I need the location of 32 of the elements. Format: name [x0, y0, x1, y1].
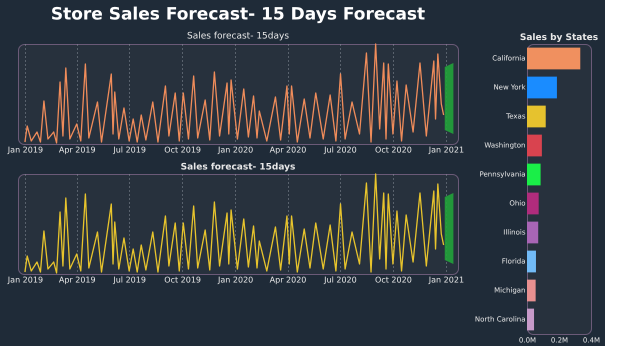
- x-tick-label: Jan 2021: [428, 276, 464, 284]
- bar: [527, 222, 538, 244]
- bar: [527, 164, 541, 186]
- x-tick-label: Apr 2020: [270, 146, 306, 154]
- x-tick-label: Oct 2020: [375, 276, 412, 284]
- x-tick-label: Jan 2019: [6, 276, 44, 284]
- bar: [527, 280, 536, 302]
- x-tick-label: Jul 2019: [112, 146, 146, 154]
- x-tick-label: Jan 2019: [6, 146, 44, 154]
- bar: [527, 48, 580, 70]
- x-tick-label: Apr 2020: [270, 276, 306, 284]
- bar: [527, 308, 534, 330]
- x-tick-label: Jul 2019: [112, 276, 146, 284]
- x-tick-label: Jan 2021: [428, 146, 464, 154]
- bar: [527, 192, 539, 214]
- chart-title: Sales by States: [520, 33, 598, 43]
- x-tick-label: Apr 2019: [58, 276, 96, 284]
- x-tick-label: Jan 2020: [217, 276, 254, 284]
- x-tick-label: Oct 2019: [164, 146, 202, 154]
- bar: [527, 134, 542, 156]
- x-tick-label: Jul 2020: [323, 276, 357, 284]
- x-tick-label: Jan 2020: [217, 146, 254, 154]
- chart-subtitle: Sales forecast- 15days: [186, 31, 290, 42]
- chart-title: Store Sales Forecast- 15 Days Forecast: [50, 4, 426, 24]
- bar: [527, 106, 546, 128]
- bar: [527, 76, 557, 98]
- x-tick-label: Jul 2020: [323, 146, 357, 154]
- x-tick-label: Apr 2019: [58, 146, 96, 154]
- x-tick-label: Oct 2020: [375, 146, 412, 154]
- chart-title: Sales forecast- 15days: [180, 162, 296, 172]
- bar: [527, 250, 536, 272]
- x-tick-label: Oct 2019: [164, 276, 202, 284]
